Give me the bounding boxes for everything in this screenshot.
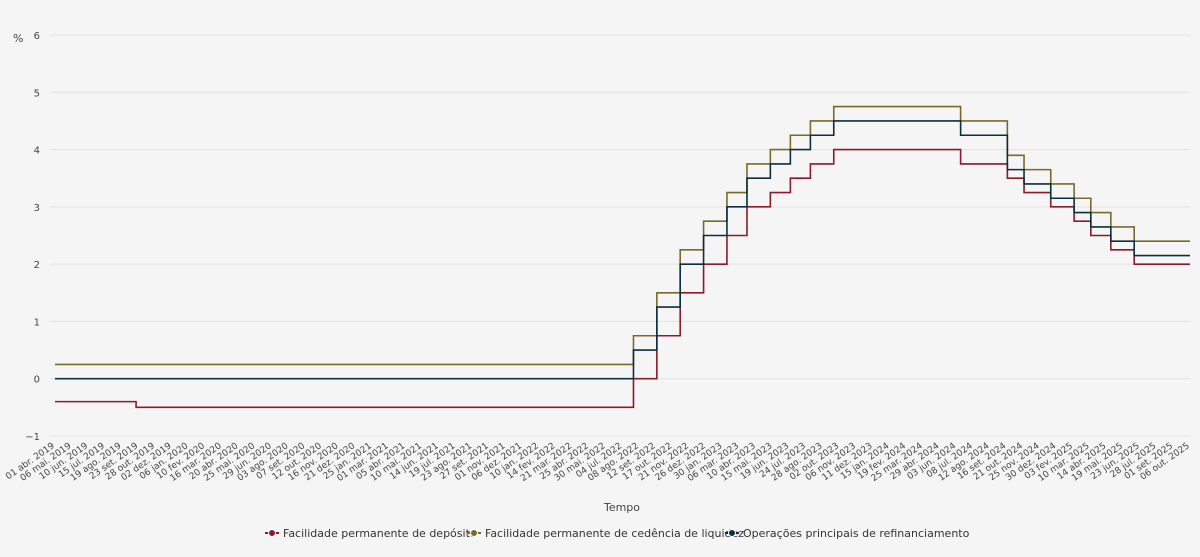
y-tick-label: 6 (34, 31, 40, 42)
legend-label: Facilidade permanente de depósito (283, 527, 477, 540)
legend-label: Facilidade permanente de cedência de liq… (485, 527, 744, 540)
series-lines (55, 105, 1190, 409)
legend-marker (728, 529, 736, 537)
y-tick-label: 4 (34, 146, 40, 157)
y-tick-label: 2 (34, 260, 40, 271)
legend[interactable]: Facilidade permanente de depósito Facilid… (265, 527, 970, 540)
y-tick-label: 1 (34, 317, 40, 328)
grid-lines (50, 34, 1190, 437)
series-line-2 (55, 105, 1190, 366)
series-line-3 (55, 120, 1190, 380)
y-tick-label: 3 (34, 203, 40, 214)
y-tick-label: 5 (34, 88, 40, 99)
y-axis-title: % (13, 32, 23, 45)
legend-item[interactable]: Facilidade permanente de depósito (265, 527, 477, 540)
y-axis: −1 0 1 2 3 4 5 6 (25, 31, 40, 443)
legend-label: Operações principais de refinanciamento (743, 527, 970, 540)
legend-marker (268, 529, 276, 537)
y-tick-label: 0 (34, 375, 40, 386)
series-line-1 (55, 148, 1190, 409)
x-axis-title: Tempo (603, 501, 640, 514)
legend-item[interactable]: Operações principais de refinanciamento (725, 527, 970, 540)
legend-item[interactable]: Facilidade permanente de cedência de liq… (467, 527, 744, 540)
y-tick-label: −1 (25, 432, 40, 443)
legend-marker (470, 529, 478, 537)
